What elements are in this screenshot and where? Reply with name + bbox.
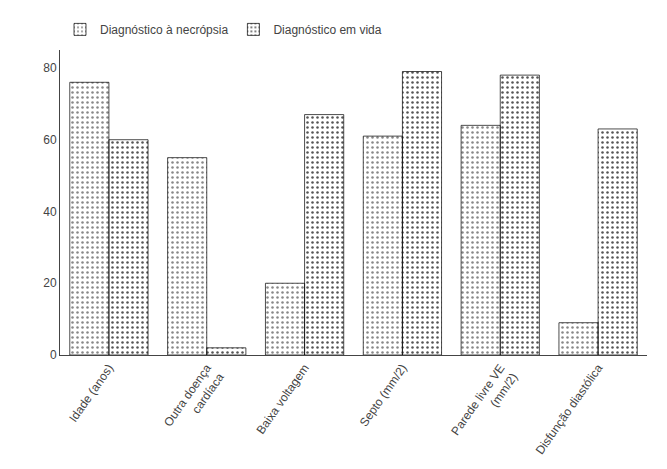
svg-text:Baixa voltagem: Baixa voltagem bbox=[253, 362, 312, 437]
svg-text:0: 0 bbox=[50, 348, 57, 362]
svg-text:20: 20 bbox=[43, 276, 57, 290]
svg-text:80: 80 bbox=[43, 61, 57, 75]
svg-text:Diagnóstico à necrópsia: Diagnóstico à necrópsia bbox=[100, 23, 228, 37]
svg-text:Diagnóstico em vida: Diagnóstico em vida bbox=[273, 23, 381, 37]
svg-text:Idade (anos): Idade (anos) bbox=[66, 362, 116, 425]
svg-text:40: 40 bbox=[43, 205, 57, 219]
svg-text:Outra doençacardíaca: Outra doençacardíaca bbox=[161, 361, 227, 438]
svg-text:Septo (mm/2): Septo (mm/2) bbox=[357, 362, 410, 430]
svg-text:Parede livre VE(mm/2): Parede livre VE(mm/2) bbox=[448, 362, 520, 447]
svg-text:60: 60 bbox=[43, 133, 57, 147]
svg-text:Disfunção diastólica: Disfunção diastólica bbox=[533, 361, 606, 457]
